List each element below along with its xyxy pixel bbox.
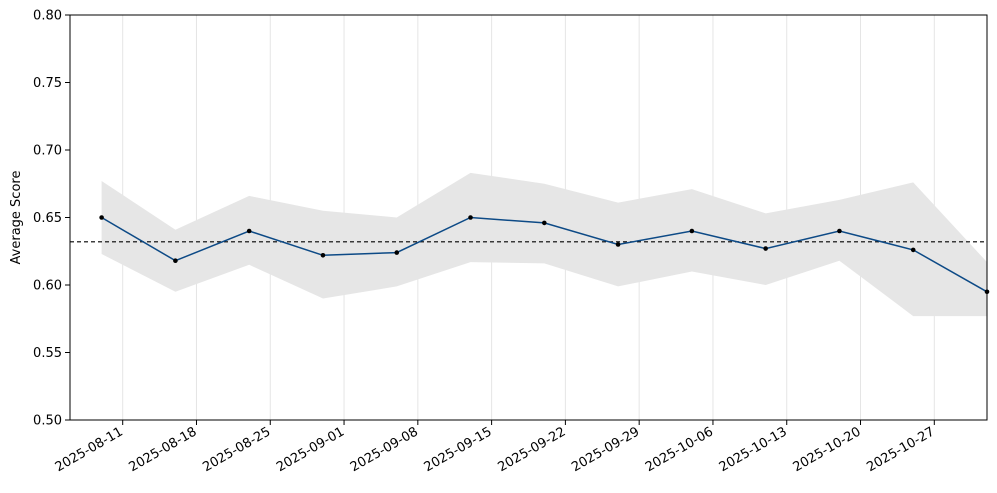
- y-tick-label: 0.75: [33, 76, 62, 91]
- y-tick-label: 0.50: [33, 414, 62, 429]
- confidence-band-layer: [101, 172, 988, 317]
- y-tick-label: 0.70: [33, 144, 62, 159]
- data-point: [837, 228, 842, 234]
- data-point: [542, 220, 547, 226]
- data-point: [99, 215, 104, 220]
- data-point: [615, 242, 621, 247]
- data-point: [763, 246, 768, 251]
- x-tick-label: 2025-08-25: [200, 424, 273, 475]
- series-layer: [99, 215, 990, 295]
- y-axis: 0.50 0.55 0.60 0.65 0.70 0.75 0.80: [33, 9, 70, 429]
- x-tick-label: 2025-08-11: [53, 424, 126, 475]
- x-tick-label: 2025-09-15: [422, 424, 495, 475]
- x-tick-label: 2025-09-08: [348, 424, 421, 475]
- x-tick-label: 2025-10-13: [717, 424, 790, 475]
- x-tick-label: 2025-08-18: [127, 424, 200, 475]
- x-tick-label: 2025-09-29: [569, 424, 642, 475]
- data-point: [910, 247, 916, 253]
- y-tick-label: 0.60: [33, 279, 62, 294]
- x-axis: 2025-08-11 2025-08-18 2025-08-25 2025-09-01…: [53, 420, 937, 475]
- x-tick-label: 2025-09-22: [495, 424, 568, 475]
- y-axis-label: Average Score: [9, 171, 24, 265]
- x-tick-label: 2025-10-20: [791, 424, 864, 475]
- data-point: [173, 258, 178, 264]
- x-tick-label: 2025-10-06: [643, 424, 716, 475]
- data-point: [394, 250, 400, 255]
- x-tick-label: 2025-10-27: [864, 424, 937, 475]
- y-tick-label: 0.55: [33, 346, 62, 361]
- data-point: [468, 215, 473, 220]
- data-point: [320, 253, 326, 258]
- confidence-band: [101, 172, 988, 317]
- data-point: [246, 228, 252, 234]
- x-tick-label: 2025-09-01: [274, 424, 347, 475]
- data-point: [689, 228, 695, 234]
- y-tick-label: 0.65: [33, 211, 62, 226]
- y-tick-label: 0.80: [33, 9, 62, 24]
